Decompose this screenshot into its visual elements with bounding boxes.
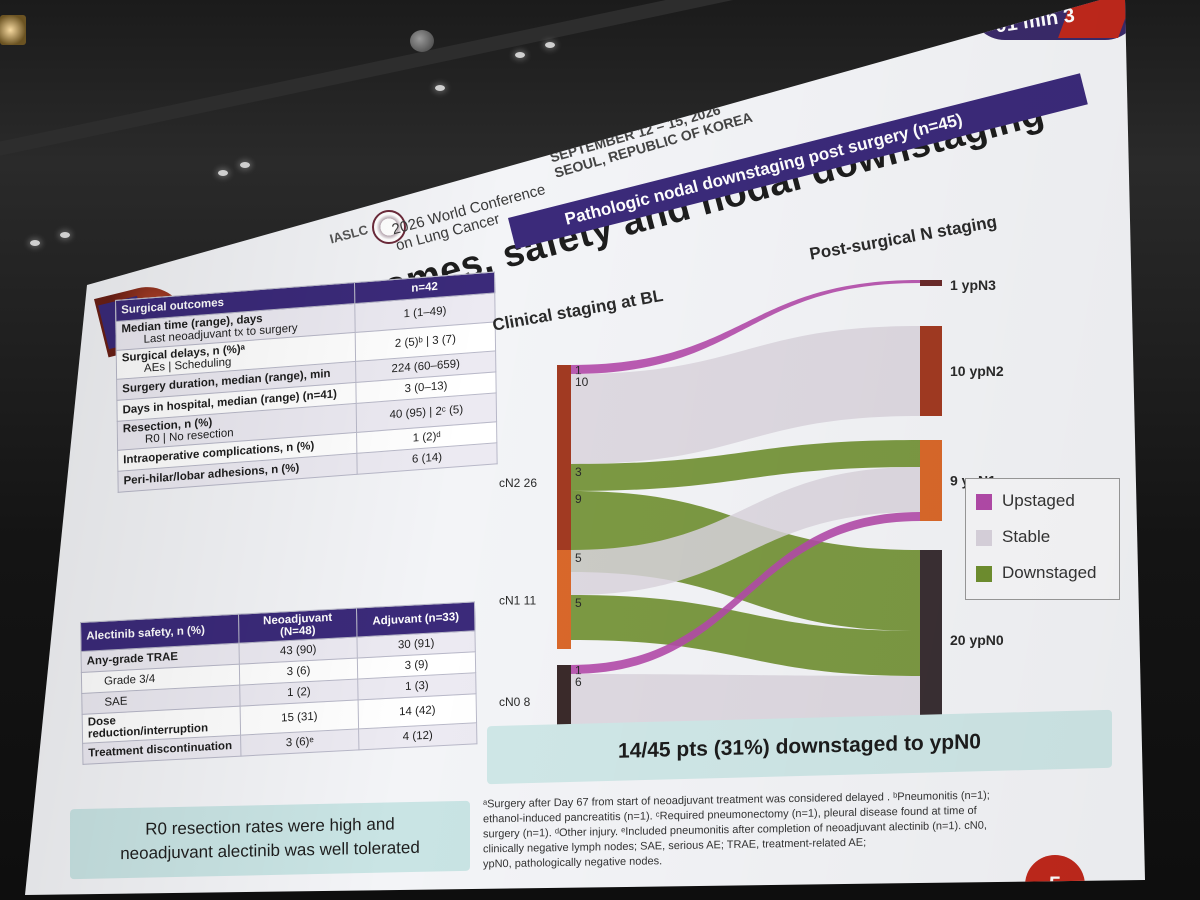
right-node-label: 20 ypN0 <box>950 632 1004 648</box>
flow-value-label: 1 <box>575 664 582 678</box>
conclusion-callout: R0 resection rates were high and neoadju… <box>70 800 470 880</box>
flow-value-label: 9 <box>575 492 582 506</box>
legend-swatch <box>976 565 992 582</box>
left-node-label: cN2 26 <box>499 476 537 490</box>
flow-cN2-ypN0 <box>571 491 920 631</box>
node-ypN1 <box>920 440 942 521</box>
ceiling-light <box>545 42 555 48</box>
flow-value-label: 3 <box>575 465 582 479</box>
ceiling-light <box>240 162 250 168</box>
legend-label: Stable <box>1002 527 1051 546</box>
flow-cN1-ypN1 <box>571 467 920 595</box>
ceiling-light <box>515 52 525 58</box>
ceiling-light <box>30 240 40 246</box>
sankey-legend: Upstaged Stable Downstaged <box>965 478 1120 600</box>
alectinib-safety-table: Alectinib safety, n (%) Neoadjuvant (N=4… <box>80 601 478 765</box>
legend-label: Upstaged <box>1002 491 1075 510</box>
legend-label: Downstaged <box>1002 563 1097 582</box>
flow-value-label: 5 <box>575 596 582 610</box>
surgical-outcomes-table: Surgical outcomes n=42 Median time (rang… <box>115 271 498 493</box>
security-camera <box>410 30 434 52</box>
node-ypN2 <box>920 326 942 416</box>
flow-cN2-ypN2 <box>571 326 920 464</box>
footnotes: ᵃSurgery after Day 67 from start of neoa… <box>483 787 1103 873</box>
seal-icon <box>372 210 406 244</box>
left-node-label: cN1 11 <box>499 594 536 608</box>
legend-item: Upstaged <box>976 491 1075 513</box>
flow-cN1-ypN0 <box>571 595 920 676</box>
legend-item: Stable <box>976 527 1050 549</box>
ceiling-light <box>435 85 445 91</box>
ceiling-light <box>60 232 70 238</box>
ceiling-lamp <box>0 15 26 45</box>
left-node-label: cN0 8 <box>499 695 531 709</box>
right-axis-title: Post-surgical N staging <box>808 212 999 264</box>
flow-value-label: 1 <box>575 364 582 378</box>
node-cN2 <box>557 365 571 599</box>
legend-item: Downstaged <box>976 563 1097 585</box>
node-cN0 <box>557 665 571 730</box>
iaslc-logo: IASLC <box>328 221 370 247</box>
flow-value-label: 5 <box>575 551 582 565</box>
flow-value-label: 6 <box>575 675 582 689</box>
node-ypN0 <box>920 550 942 730</box>
legend-swatch <box>976 529 992 546</box>
node-cN1 <box>557 550 571 649</box>
flow-value-label: 10 <box>575 375 589 389</box>
header-divider <box>185 0 1057 212</box>
legend-swatch <box>976 493 992 510</box>
node-ypN3 <box>920 280 942 286</box>
projected-slide: 01 min 3 IASLC 2026 World Conference on … <box>25 0 1145 895</box>
flow-cN0-ypN1 <box>571 512 920 674</box>
right-node-label: 10 ypN2 <box>950 363 1004 379</box>
flow-cN0-ypN0 <box>571 674 920 730</box>
right-node-label: 1 ypN3 <box>950 277 996 293</box>
ceiling-light <box>218 170 228 176</box>
flow-cN2-ypN1 <box>571 440 920 491</box>
flow-cN2-ypN3 <box>571 280 920 374</box>
